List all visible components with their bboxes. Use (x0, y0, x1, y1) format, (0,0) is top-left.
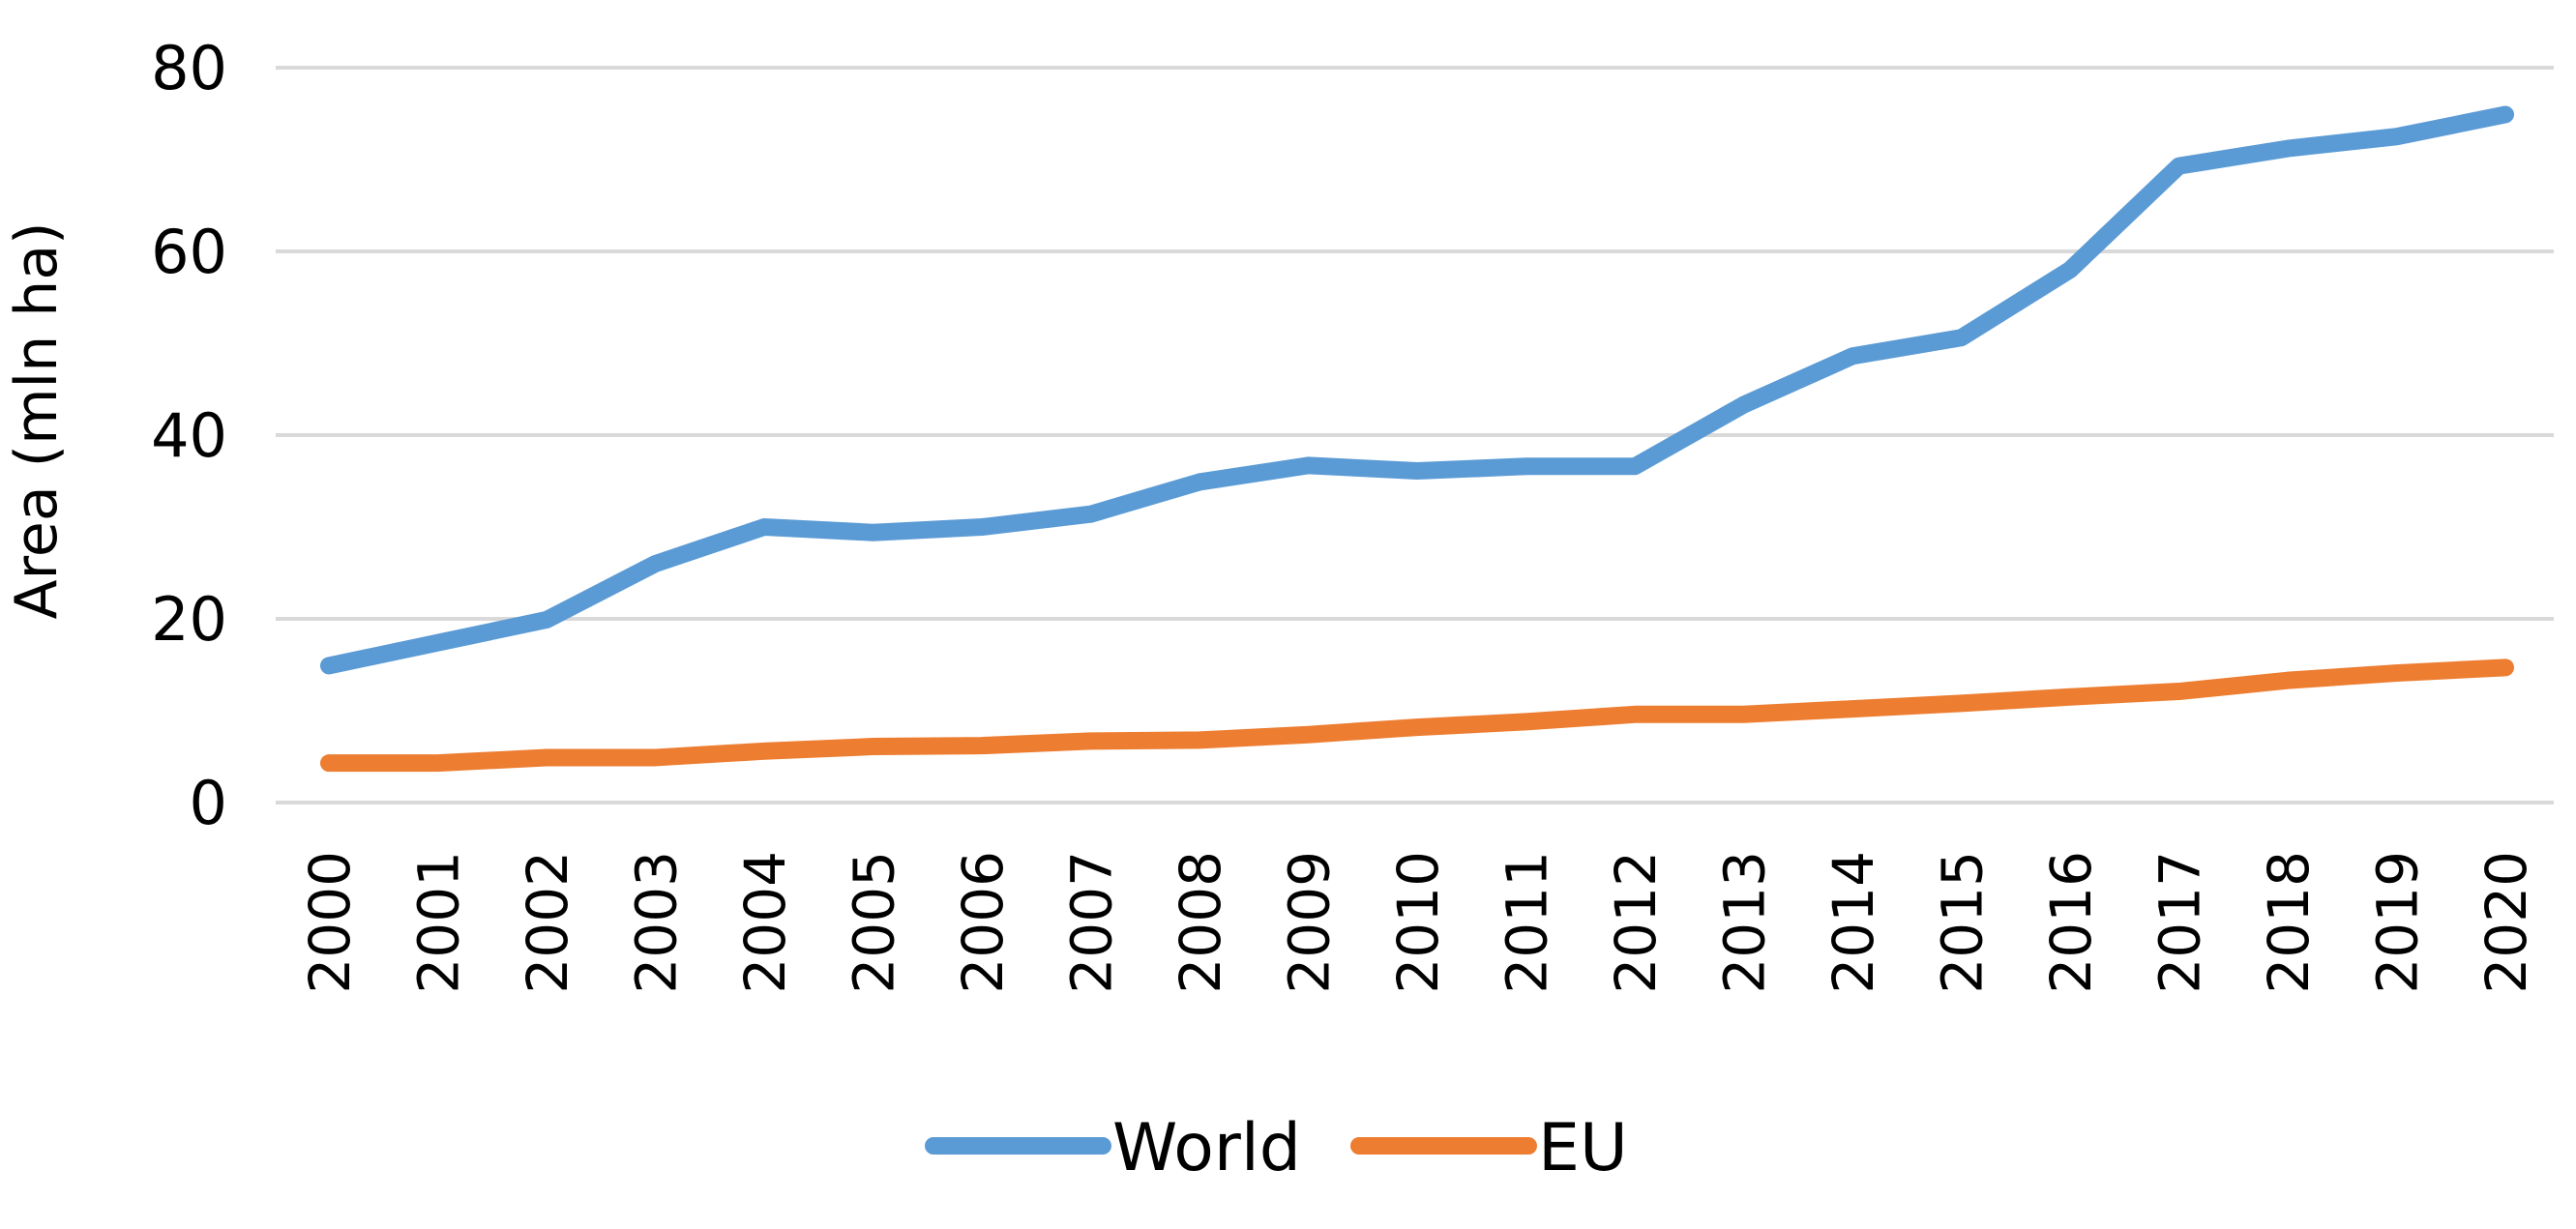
x-tick-label: 2003 (624, 851, 690, 994)
x-tick-label: 2018 (2256, 851, 2322, 994)
y-tick-label: 0 (190, 768, 227, 838)
x-axis-ticks: 2000 2001 2002 2003 2004 2005 2006 2007 2008 2009… (297, 851, 2539, 994)
y-tick-label: 20 (151, 584, 227, 655)
x-tick-label: 2000 (297, 851, 363, 994)
x-tick-label: 2008 (1168, 851, 1233, 994)
gridlines (276, 66, 2554, 805)
legend-label-eu: EU (1538, 1110, 1628, 1186)
legend-label-world: World (1112, 1110, 1301, 1186)
legend: World EU (925, 1110, 1628, 1186)
y-tick-label: 60 (151, 217, 227, 287)
series-line-world (320, 105, 2514, 675)
x-tick-label: 2015 (1930, 851, 1996, 994)
x-tick-label: 2002 (515, 851, 580, 994)
x-tick-label: 2019 (2365, 851, 2431, 994)
x-tick-label: 2001 (406, 851, 472, 994)
y-axis-title: Area (mln ha) (3, 222, 71, 620)
x-tick-label: 2012 (1603, 851, 1669, 994)
x-tick-label: 2013 (1712, 851, 1778, 994)
x-tick-label: 2010 (1385, 851, 1451, 994)
x-tick-label: 2011 (1495, 851, 1560, 994)
x-tick-label: 2014 (1821, 851, 1886, 994)
series-line-eu (320, 658, 2514, 773)
x-tick-label: 2004 (732, 851, 798, 994)
x-tick-label: 2005 (842, 851, 907, 994)
x-tick-label: 2017 (2147, 851, 2213, 994)
y-tick-label: 80 (151, 33, 227, 103)
x-tick-label: 2009 (1277, 851, 1343, 994)
x-tick-label: 2006 (950, 851, 1016, 994)
x-tick-label: 2007 (1059, 851, 1125, 994)
x-tick-label: 2020 (2473, 851, 2539, 994)
series-lines (320, 105, 2514, 773)
y-axis-ticks: 0 20 40 60 80 (151, 33, 227, 838)
y-tick-label: 40 (151, 400, 227, 471)
x-tick-label: 2016 (2038, 851, 2104, 994)
